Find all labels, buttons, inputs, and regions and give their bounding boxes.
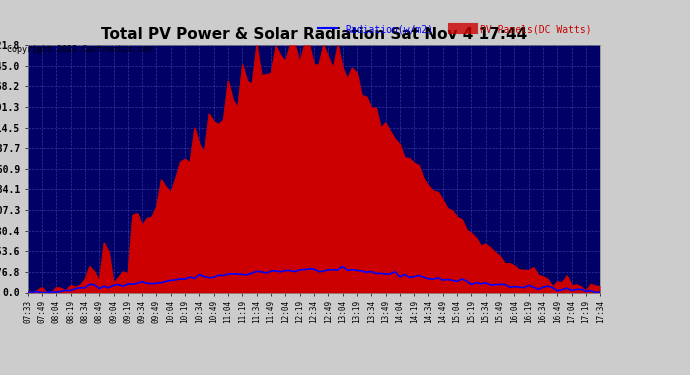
Legend: Radiation(w/m2), PV Panels(DC Watts): Radiation(w/m2), PV Panels(DC Watts): [314, 20, 595, 38]
Text: Copyright 2023 Cartronics.com: Copyright 2023 Cartronics.com: [7, 45, 152, 54]
Title: Total PV Power & Solar Radiation Sat Nov 4 17:44: Total PV Power & Solar Radiation Sat Nov…: [101, 27, 527, 42]
